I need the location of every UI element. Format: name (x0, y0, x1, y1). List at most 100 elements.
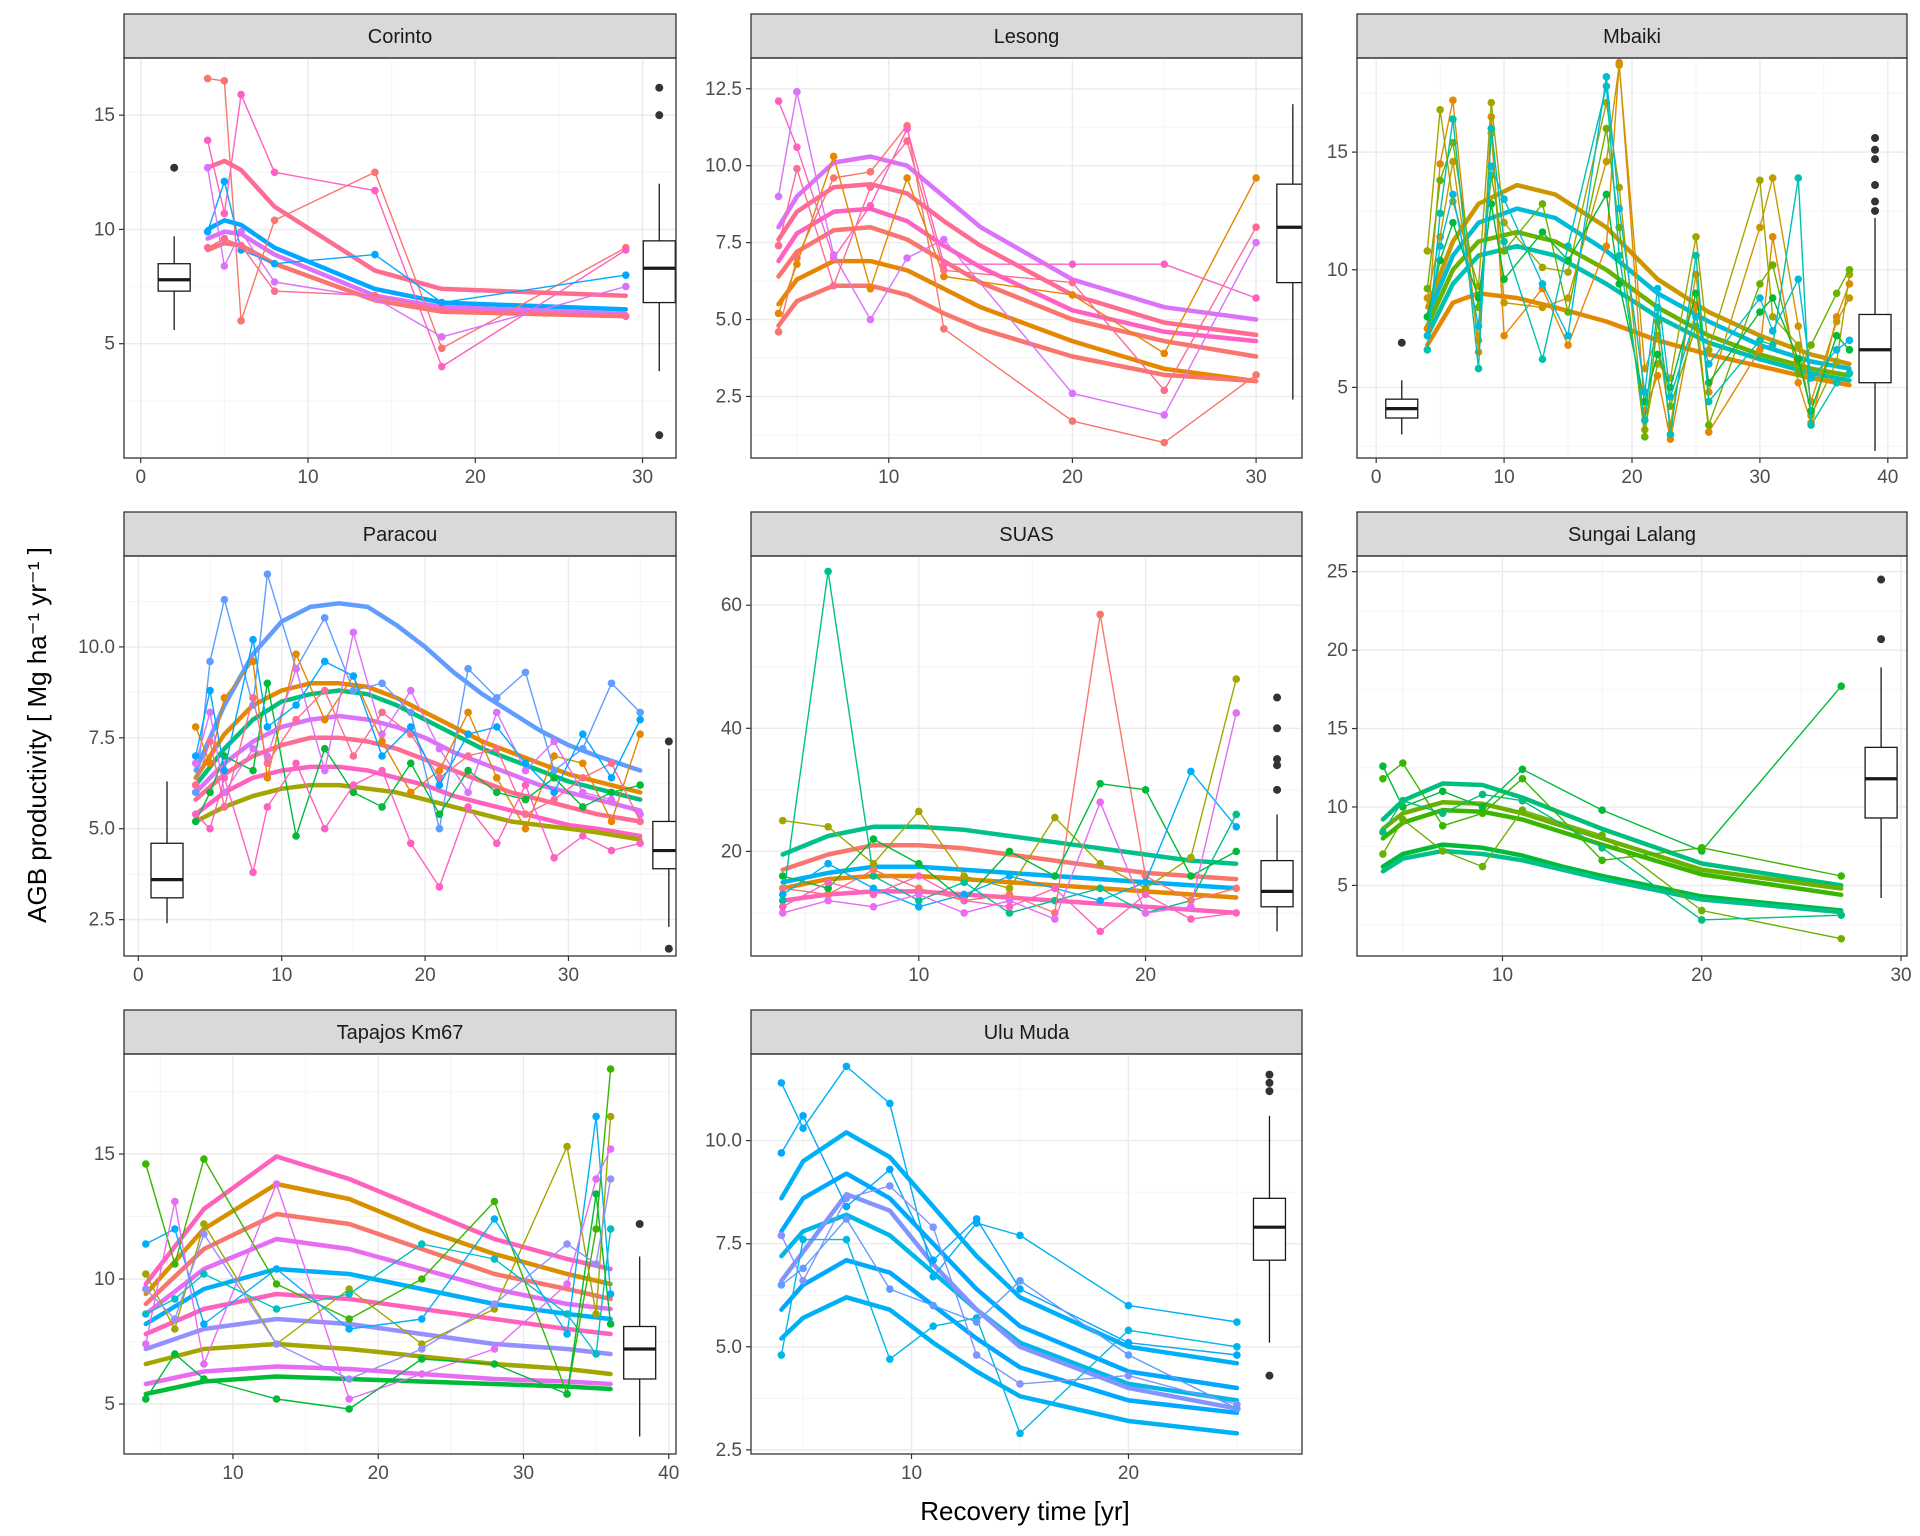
panel-border (750, 555, 1303, 957)
series-point (903, 137, 911, 145)
series-point (592, 1350, 600, 1358)
series-point (1141, 786, 1150, 794)
series-point (263, 679, 272, 688)
series-point (914, 890, 923, 899)
series-point (1233, 1404, 1241, 1413)
series-line (195, 573, 641, 830)
series-point (1252, 294, 1260, 302)
series-point (345, 1375, 353, 1383)
x-tick-label: 30 (558, 965, 579, 986)
series-point (940, 324, 948, 333)
series-point (903, 174, 911, 182)
series-point (492, 774, 501, 782)
series-point (1704, 397, 1713, 406)
series-point (417, 1240, 426, 1248)
facet-panel: Ulu Muda 10 20 2.5 5.0 7.5 10.0 (705, 1009, 1303, 1484)
series-point (1438, 847, 1447, 855)
series-point (774, 309, 783, 318)
series-point (622, 246, 630, 254)
series-point (799, 1235, 807, 1244)
series-point (1704, 360, 1713, 368)
fit-line (776, 154, 1259, 322)
series-point (793, 88, 801, 96)
y-tick-label: 10.0 (705, 1131, 742, 1152)
series-point (272, 1180, 281, 1188)
box-outlier (1273, 724, 1282, 733)
series-point (886, 1099, 894, 1108)
y-tick-label: 5 (104, 1394, 115, 1415)
series-point (1141, 878, 1150, 886)
series-point (778, 816, 787, 825)
series-point (203, 227, 212, 236)
series-point (940, 266, 948, 275)
series-point (1602, 157, 1611, 166)
series-point (320, 614, 329, 622)
series-point (191, 810, 200, 818)
series-point (777, 1079, 786, 1087)
series-point (1807, 341, 1815, 349)
series-point (886, 1285, 894, 1293)
series-point (579, 832, 587, 840)
series-point (203, 136, 212, 145)
y-tick-label: 5 (104, 334, 115, 355)
series-point (220, 262, 229, 270)
series-point (1478, 790, 1487, 799)
series-point (972, 1215, 981, 1223)
y-tick-label: 15 (1327, 719, 1348, 740)
series-point (492, 839, 501, 848)
series-point (1832, 289, 1841, 298)
series-point (592, 1260, 600, 1268)
x-tick-label: 30 (513, 1463, 534, 1484)
series-point (914, 872, 923, 880)
series-point (270, 287, 279, 295)
series-point (378, 766, 386, 775)
series-point (406, 686, 415, 695)
series-point (1640, 388, 1649, 396)
series-point (622, 271, 630, 279)
facet-panels: Corinto 0 10 20 30 5 10 15 Lesong 10 20 30 2.5 5.0 7.5… (78, 13, 1912, 1484)
series-point (1564, 331, 1572, 340)
x-tick-label: 0 (133, 965, 144, 986)
series-point (869, 884, 878, 893)
series-point (829, 152, 838, 161)
series-point (406, 730, 415, 738)
series-point (1602, 124, 1611, 133)
series-point (1807, 421, 1815, 429)
data-layer (774, 88, 1302, 447)
series-point (550, 854, 558, 862)
series-point (220, 774, 229, 782)
x-tick-label: 20 (368, 1463, 389, 1484)
box-outlier (1871, 155, 1880, 164)
series-point (1423, 294, 1432, 302)
series-point (1807, 374, 1815, 382)
series-point (1794, 369, 1803, 378)
x-tick-label: 20 (465, 467, 486, 488)
series-point (200, 1220, 208, 1228)
grid-lines (124, 1054, 676, 1454)
series-point (914, 884, 923, 893)
fit-line (205, 158, 629, 298)
box-outlier (1871, 206, 1880, 215)
grid-lines (751, 58, 1302, 458)
series-line (195, 689, 641, 822)
box-iqr (1864, 746, 1898, 819)
series-point (824, 890, 832, 899)
series-line (145, 1068, 612, 1395)
data-layer (778, 567, 1294, 936)
series-point (1500, 237, 1508, 246)
data-layer (777, 1062, 1287, 1438)
series-point (171, 1197, 179, 1206)
series-point (636, 730, 644, 738)
data-layer (150, 570, 676, 953)
box-outlier (664, 944, 673, 953)
series-point (345, 1405, 353, 1413)
series-point (1124, 1301, 1133, 1310)
series-point (607, 846, 616, 855)
series-point (1141, 884, 1150, 893)
series-point (636, 708, 644, 717)
series-point (607, 788, 616, 797)
series-point (1692, 313, 1700, 321)
series-point (778, 896, 787, 905)
series-point (1640, 425, 1649, 434)
y-tick-label: 15 (94, 105, 115, 126)
